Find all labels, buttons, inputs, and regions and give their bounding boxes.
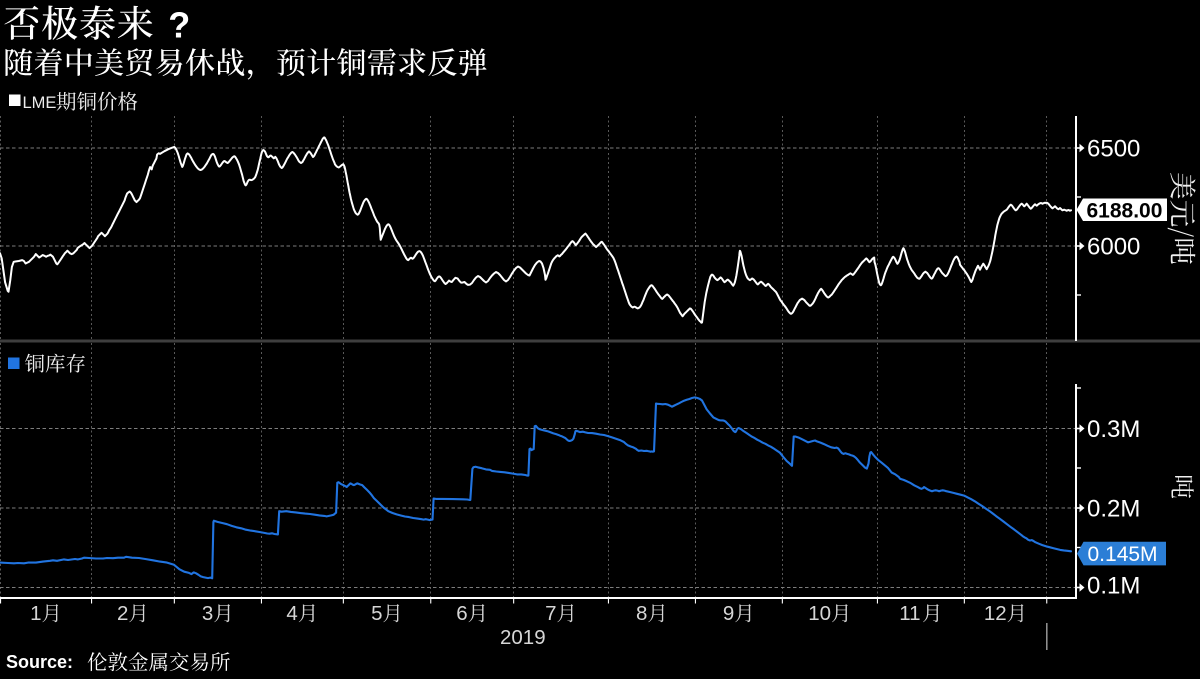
svg-text:4: 4 <box>286 602 297 625</box>
svg-text:LME: LME <box>23 94 57 112</box>
svg-text:5: 5 <box>371 602 382 625</box>
svg-text:10: 10 <box>808 602 831 625</box>
svg-text:1: 1 <box>30 602 41 625</box>
svg-text:6500: 6500 <box>1087 136 1140 163</box>
svg-text:3: 3 <box>202 602 213 625</box>
svg-text:8: 8 <box>636 602 647 625</box>
svg-text:0.1M: 0.1M <box>1087 572 1140 599</box>
svg-text:11: 11 <box>899 602 920 625</box>
svg-text:6: 6 <box>456 602 467 625</box>
svg-text:0.2M: 0.2M <box>1087 496 1140 523</box>
svg-text:6000: 6000 <box>1087 234 1140 261</box>
svg-text:12: 12 <box>984 602 1007 625</box>
svg-text:Source:: Source: <box>6 652 73 672</box>
svg-text:0.145M: 0.145M <box>1088 543 1158 566</box>
svg-text:9: 9 <box>723 602 734 625</box>
svg-text:6188.00: 6188.00 <box>1087 199 1163 222</box>
svg-text:?: ? <box>168 4 190 45</box>
svg-text:2: 2 <box>117 602 128 625</box>
svg-text:0.3M: 0.3M <box>1087 416 1140 443</box>
svg-text:7: 7 <box>545 602 556 625</box>
svg-text:2019: 2019 <box>500 626 546 649</box>
